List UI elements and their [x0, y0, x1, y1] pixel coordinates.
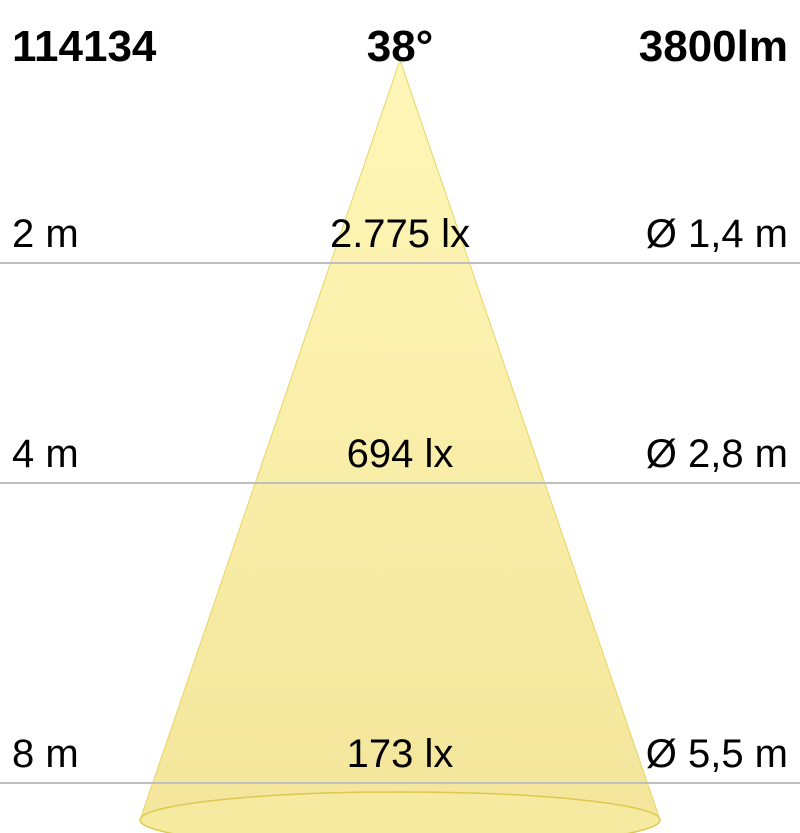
diameter-label: Ø 2,8 m [646, 432, 788, 477]
beam-angle: 38° [367, 22, 434, 72]
distance-label: 8 m [12, 732, 79, 777]
light-cone-diagram: 114134 38° 3800lm 2 m 2.775 lx Ø 1,4 m 4 m 6… [0, 0, 800, 833]
light-cone-icon [0, 0, 800, 833]
distance-label: 2 m [12, 212, 79, 257]
lux-label: 694 lx [347, 432, 454, 477]
diameter-label: Ø 1,4 m [646, 212, 788, 257]
grid-line [0, 262, 800, 264]
lumen-output: 3800lm [639, 22, 788, 72]
distance-label: 4 m [12, 432, 79, 477]
product-code: 114134 [12, 22, 156, 72]
lux-label: 173 lx [347, 732, 454, 777]
diameter-label: Ø 5,5 m [646, 732, 788, 777]
lux-label: 2.775 lx [330, 212, 470, 257]
grid-line [0, 782, 800, 784]
grid-line [0, 482, 800, 484]
